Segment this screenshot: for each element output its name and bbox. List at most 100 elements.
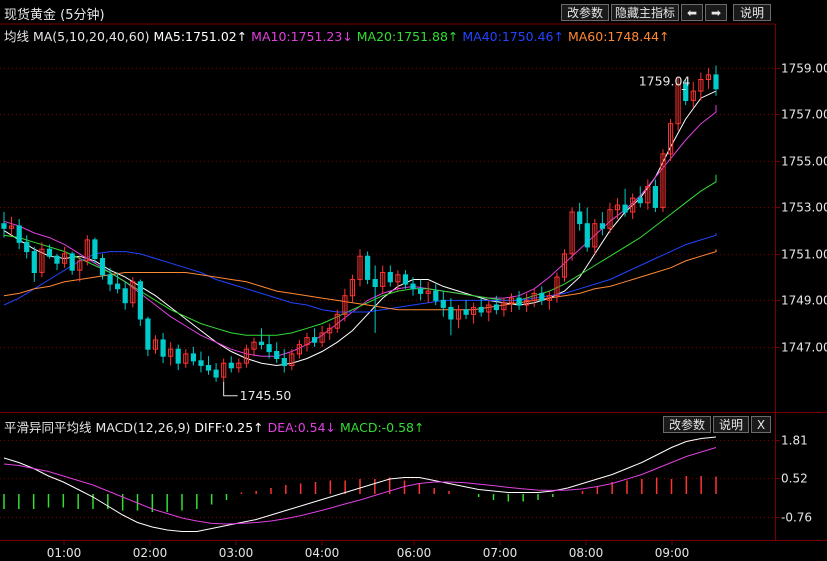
candle-up [349, 279, 355, 297]
candle-down [281, 358, 287, 366]
candle-up [554, 276, 560, 297]
candle-up [327, 327, 333, 334]
candle-up [508, 297, 515, 304]
macd-histogram [3, 476, 717, 512]
candle-up [645, 186, 651, 204]
candle-down [622, 204, 628, 213]
candle-down [107, 274, 113, 285]
x-axis-ticks: 01:00 02:00 03:00 04:00 06:00 07:00 08:00 09:00 [47, 540, 690, 560]
macd-line-dea [3, 447, 717, 525]
candle-down [205, 365, 212, 371]
candle-down [190, 353, 197, 362]
candle-up [486, 304, 492, 313]
ma-legend-item-4: MA60:1748.44↑ [563, 29, 670, 44]
x-tick-label: 04:00 [305, 546, 340, 560]
candle-up [357, 255, 363, 280]
candle-up [319, 332, 325, 343]
candle-down [16, 225, 22, 243]
x-tick-label: 02:00 [133, 546, 168, 560]
candle-up [531, 292, 537, 301]
x-tick-label: 08:00 [569, 546, 604, 560]
params-button[interactable]: 改参数 [561, 4, 609, 21]
sub-grid [0, 440, 775, 518]
left-arrow-button[interactable]: ⬅ [681, 4, 703, 21]
x-tick-label: 06:00 [397, 546, 432, 560]
candle-up [546, 295, 552, 301]
macd-help-button[interactable]: 说明 [713, 416, 749, 433]
main-y-tick-label: 1751.00 [781, 248, 827, 262]
candle-down [493, 304, 499, 311]
candle-down [213, 369, 219, 378]
ma-legend-items: MA5:1751.02↑ MA10:1751.23↓ MA20:1751.88↑… [154, 29, 670, 44]
candle-down [115, 283, 121, 290]
hide-indicator-button[interactable]: 隐藏主指标 [611, 4, 679, 21]
candle-down [54, 255, 60, 264]
ma-legend-item-2: MA20:1751.88↑ [352, 29, 459, 44]
candle-down [516, 297, 522, 306]
candle-down [31, 251, 37, 274]
macd-legend-item-0: DIFF:0.25↑ [194, 420, 264, 435]
candle-down [637, 197, 643, 204]
candle-down [258, 341, 265, 346]
macd-legend-label: 平滑异同平均线 MACD(12,26,9) [4, 420, 191, 435]
high-price-label: 1759.04 [639, 74, 691, 89]
candle-up [39, 248, 45, 273]
ma-line-ma40 [3, 233, 717, 313]
candle-up [705, 74, 711, 81]
candle-up [614, 204, 621, 211]
candle-down [137, 281, 144, 320]
candle-down [46, 248, 53, 257]
candle-up [425, 290, 431, 294]
sub-y-axis-ticks: 1.81 0.52 -0.76 [775, 434, 812, 525]
ma-line-ma60 [3, 249, 717, 311]
candle-up [630, 197, 636, 213]
main-y-tick-label: 1749.00 [781, 294, 827, 308]
macd-legend: 平滑异同平均线 MACD(12,26,9) DIFF:0.25↑ DEA:0.5… [4, 417, 425, 436]
moving-average-lines [3, 86, 717, 367]
candle-up [183, 353, 189, 364]
candle-down [410, 283, 416, 290]
candle-up [168, 348, 174, 357]
candle-down [584, 223, 590, 248]
candle-down [198, 360, 204, 366]
macd-params-button[interactable]: 改参数 [663, 416, 711, 433]
candle-up [152, 339, 159, 350]
candle-up [501, 302, 507, 311]
macd-legend-item-1: DEA:0.54↓ [263, 420, 337, 435]
ma-line-ma5 [3, 86, 717, 367]
candle-up [289, 353, 295, 366]
right-arrow-button[interactable]: ➡ [705, 4, 727, 21]
candle-up [675, 83, 681, 125]
main-y-tick-label: 1757.00 [781, 108, 827, 122]
main-y-tick-label: 1747.00 [781, 341, 827, 355]
candle-up [698, 79, 704, 92]
ma-legend: 均线 MA(5,10,20,40,60) MA5:1751.02↑ MA10:1… [4, 26, 670, 45]
low-price-label: 1745.50 [240, 388, 292, 403]
candle-down [387, 272, 393, 283]
macd-close-button[interactable]: X [751, 416, 771, 433]
macd-legend-items: DIFF:0.25↑ DEA:0.54↓ MACD:-0.58↑ [194, 420, 424, 435]
candle-down [463, 309, 469, 315]
help-button[interactable]: 说明 [733, 4, 771, 21]
candle-down [24, 241, 30, 253]
main-y-tick-label: 1753.00 [781, 201, 827, 215]
main-y-axis-ticks: 1759.00 1757.00 1755.00 1753.00 1751.00 1749.… [775, 62, 827, 355]
candle-down [652, 186, 658, 208]
candle-up [342, 295, 348, 315]
candlestick-series [1, 65, 719, 382]
candle-down [160, 339, 166, 357]
candle-down [433, 290, 439, 301]
candle-up [9, 225, 15, 229]
main-annotations: 1759.04 1745.50 [223, 74, 691, 403]
candle-down [539, 292, 545, 301]
x-tick-label: 09:00 [655, 546, 690, 560]
candle-up [77, 260, 83, 271]
candle-down [122, 288, 128, 304]
candle-down [312, 337, 318, 343]
candle-up [243, 348, 250, 364]
candle-down [448, 306, 454, 320]
candle-down [418, 288, 424, 294]
candle-down [145, 318, 151, 350]
candle-up [84, 239, 90, 262]
